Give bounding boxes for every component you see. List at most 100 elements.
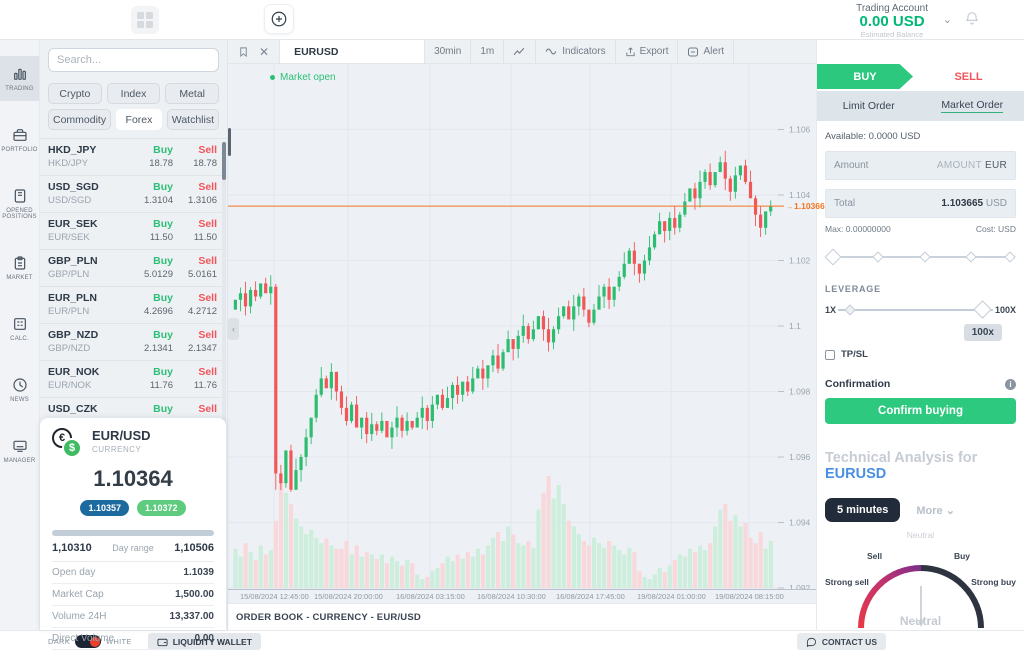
- interval-1m-button[interactable]: 1m: [471, 40, 505, 63]
- chart-scrollbar-thumb[interactable]: [228, 128, 231, 156]
- watchlist-pair-row[interactable]: GBP_PLN GBP/PLN Buy 5.0129 Sell 5.0161: [40, 250, 227, 287]
- bid-badge: 1.10357: [80, 500, 129, 516]
- total-field[interactable]: Total 1.103665 USD: [825, 189, 1016, 218]
- sell-tab[interactable]: SELL: [954, 70, 983, 83]
- info-icon[interactable]: i: [1005, 378, 1016, 390]
- amount-field[interactable]: Amount AMOUNT EUR: [825, 151, 1016, 180]
- sidebar-item-news[interactable]: NEWS: [0, 367, 39, 412]
- limit-order-tab[interactable]: Limit Order: [842, 100, 895, 112]
- add-widget-button[interactable]: [264, 4, 294, 34]
- sidebar-item-label: MARKET: [6, 275, 33, 281]
- pair-buy-label[interactable]: Buy: [153, 255, 173, 267]
- sidebar-item-market[interactable]: MARKET: [0, 245, 39, 290]
- liquidity-wallet-button[interactable]: LIQUIDITY WALLET: [147, 633, 261, 650]
- pair-buy-label[interactable]: Buy: [153, 218, 173, 230]
- pair-buy-label[interactable]: Buy: [153, 144, 173, 156]
- chart-pan-left-button[interactable]: ‹: [228, 318, 239, 340]
- ta-more-dropdown[interactable]: More ⌄: [916, 504, 955, 517]
- buy-tab[interactable]: BUY: [817, 64, 913, 89]
- account-balance: 0.00 USD: [859, 13, 925, 30]
- pair-buy-price: 11.50: [149, 232, 173, 243]
- pair-sell-label[interactable]: Sell: [198, 144, 217, 156]
- filter-commodity[interactable]: Commodity: [48, 109, 112, 130]
- alert-bell-icon: [688, 47, 699, 56]
- indicators-button[interactable]: Indicators: [536, 40, 616, 63]
- contact-us-button[interactable]: CONTACT US: [796, 633, 886, 650]
- pair-sell-label[interactable]: Sell: [198, 218, 217, 230]
- watchlist-pair-row[interactable]: GBP_NZD GBP/NZD Buy 2.1341 Sell 2.1347: [40, 324, 227, 361]
- ta-interval-button[interactable]: 5 minutes: [825, 498, 901, 522]
- filter-metal[interactable]: Metal: [165, 83, 220, 104]
- filter-index[interactable]: Index: [106, 83, 161, 104]
- time-axis-label: 16/08/2024 03:15:00: [396, 592, 465, 601]
- sidebar-item-opened-positions[interactable]: OPENED POSITIONS: [0, 178, 39, 229]
- pair-sell-label[interactable]: Sell: [198, 181, 217, 193]
- tpsl-checkbox[interactable]: [825, 349, 835, 360]
- watchlist-pair-row[interactable]: EUR_NOK EUR/NOK Buy 11.76 Sell 11.76: [40, 361, 227, 398]
- bell-icon[interactable]: [964, 10, 980, 31]
- instrument-price: 1.10364: [93, 466, 173, 491]
- trading-account[interactable]: Trading Account 0.00 USD Estimated Balan…: [856, 3, 928, 39]
- interval-30min-button[interactable]: 30min: [425, 40, 472, 63]
- export-button[interactable]: Export: [616, 40, 679, 63]
- filter-crypto[interactable]: Crypto: [48, 83, 102, 104]
- apps-menu-button[interactable]: [131, 6, 159, 34]
- pair-sell-price: 1.3106: [187, 195, 217, 206]
- pair-buy-label[interactable]: Buy: [153, 292, 173, 304]
- amount-percent-slider[interactable]: [824, 248, 1016, 266]
- pair-sell-label[interactable]: Sell: [198, 329, 217, 341]
- filter-forex[interactable]: Forex: [116, 109, 162, 130]
- top-bar: Trading Account 0.00 USD Estimated Balan…: [0, 0, 1024, 40]
- watchlist-pair-row[interactable]: HKD_JPY HKD/JPY Buy 18.78 Sell 18.78: [40, 139, 227, 176]
- leverage-slider[interactable]: 1X 100X: [825, 300, 1016, 319]
- sidebar-item-portfolio[interactable]: PORTFOLIO: [0, 117, 39, 162]
- sidebar-item-calc[interactable]: CALC.: [0, 306, 39, 351]
- calculator-icon: [12, 316, 28, 332]
- tpsl-label: TP/SL: [841, 349, 868, 360]
- sidebar-item-trading[interactable]: TRADING: [0, 56, 39, 101]
- wave-icon: [545, 48, 557, 55]
- pair-sell-label[interactable]: Sell: [198, 366, 217, 378]
- tpsl-row[interactable]: TP/SL: [825, 349, 1016, 360]
- chart-tab-eurusd[interactable]: EURUSD: [279, 40, 426, 63]
- total-label: Total: [834, 198, 856, 209]
- chevron-down-icon[interactable]: ⌄: [942, 14, 952, 26]
- confirmation-label: Confirmation: [825, 378, 891, 390]
- close-icon[interactable]: ✕: [259, 44, 270, 59]
- theme-toggle[interactable]: [75, 635, 102, 648]
- watchlist-pair-row[interactable]: EUR_SEK EUR/SEK Buy 11.50 Sell 11.50: [40, 213, 227, 250]
- list-scrollbar[interactable]: [222, 142, 226, 432]
- bottom-bar: DARK WHITE LIQUIDITY WALLET CONTACT US: [0, 630, 1024, 652]
- stat-row: Volume 24H 13,337.00: [52, 606, 214, 628]
- chart-toolbar: ✕ EURUSD 30min 1m Indicators Export: [228, 40, 816, 64]
- alert-button[interactable]: Alert: [678, 40, 735, 63]
- pair-buy-label[interactable]: Buy: [153, 403, 173, 415]
- pair-buy-label[interactable]: Buy: [153, 181, 173, 193]
- pair-buy-label[interactable]: Buy: [153, 329, 173, 341]
- export-icon: [625, 47, 635, 56]
- instrument-card: € $ EUR/USD CURRENCY 1.10364 1.10357 1.1…: [40, 418, 226, 650]
- filter-watchlist[interactable]: Watchlist: [166, 109, 219, 130]
- confirm-buying-button[interactable]: Confirm buying: [825, 398, 1016, 424]
- market-order-tab[interactable]: Market Order: [941, 99, 1004, 113]
- watchlist-pair-row[interactable]: EUR_PLN EUR/PLN Buy 4.2696 Sell 4.2712: [40, 287, 227, 324]
- chart-type-button[interactable]: [504, 40, 537, 63]
- svg-text:1.096: 1.096: [789, 452, 811, 462]
- pair-buy-label[interactable]: Buy: [153, 366, 173, 378]
- sidebar-item-manager[interactable]: MANAGER: [0, 428, 39, 473]
- market-status-text: Market open: [280, 72, 336, 83]
- pair-sell-label[interactable]: Sell: [198, 292, 217, 304]
- plus-icon: [271, 11, 287, 27]
- slider-handle[interactable]: [824, 248, 842, 266]
- leverage-handle[interactable]: [973, 300, 992, 319]
- pair-sell-label[interactable]: Sell: [198, 403, 217, 415]
- search-input[interactable]: [48, 48, 219, 72]
- watchlist-pair-row[interactable]: USD_SGD USD/SGD Buy 1.3104 Sell 1.3106: [40, 176, 227, 213]
- time-axis: 15/08/2024 12:45:00 15/08/2024 20:00:00 16…: [228, 589, 816, 603]
- pair-sell-label[interactable]: Sell: [198, 255, 217, 267]
- bookmark-icon[interactable]: [238, 46, 249, 58]
- instrument-type: CURRENCY: [92, 445, 142, 454]
- price-chart[interactable]: 1.106 1.104 1.102 1.1 1.098 1.096 1.094 1.092 M…: [228, 64, 825, 593]
- pair-symbol: USD_CZK: [48, 403, 98, 415]
- candlestick-chart[interactable]: 1.106 1.104 1.102 1.1 1.098 1.096 1.094 1.092: [228, 64, 816, 593]
